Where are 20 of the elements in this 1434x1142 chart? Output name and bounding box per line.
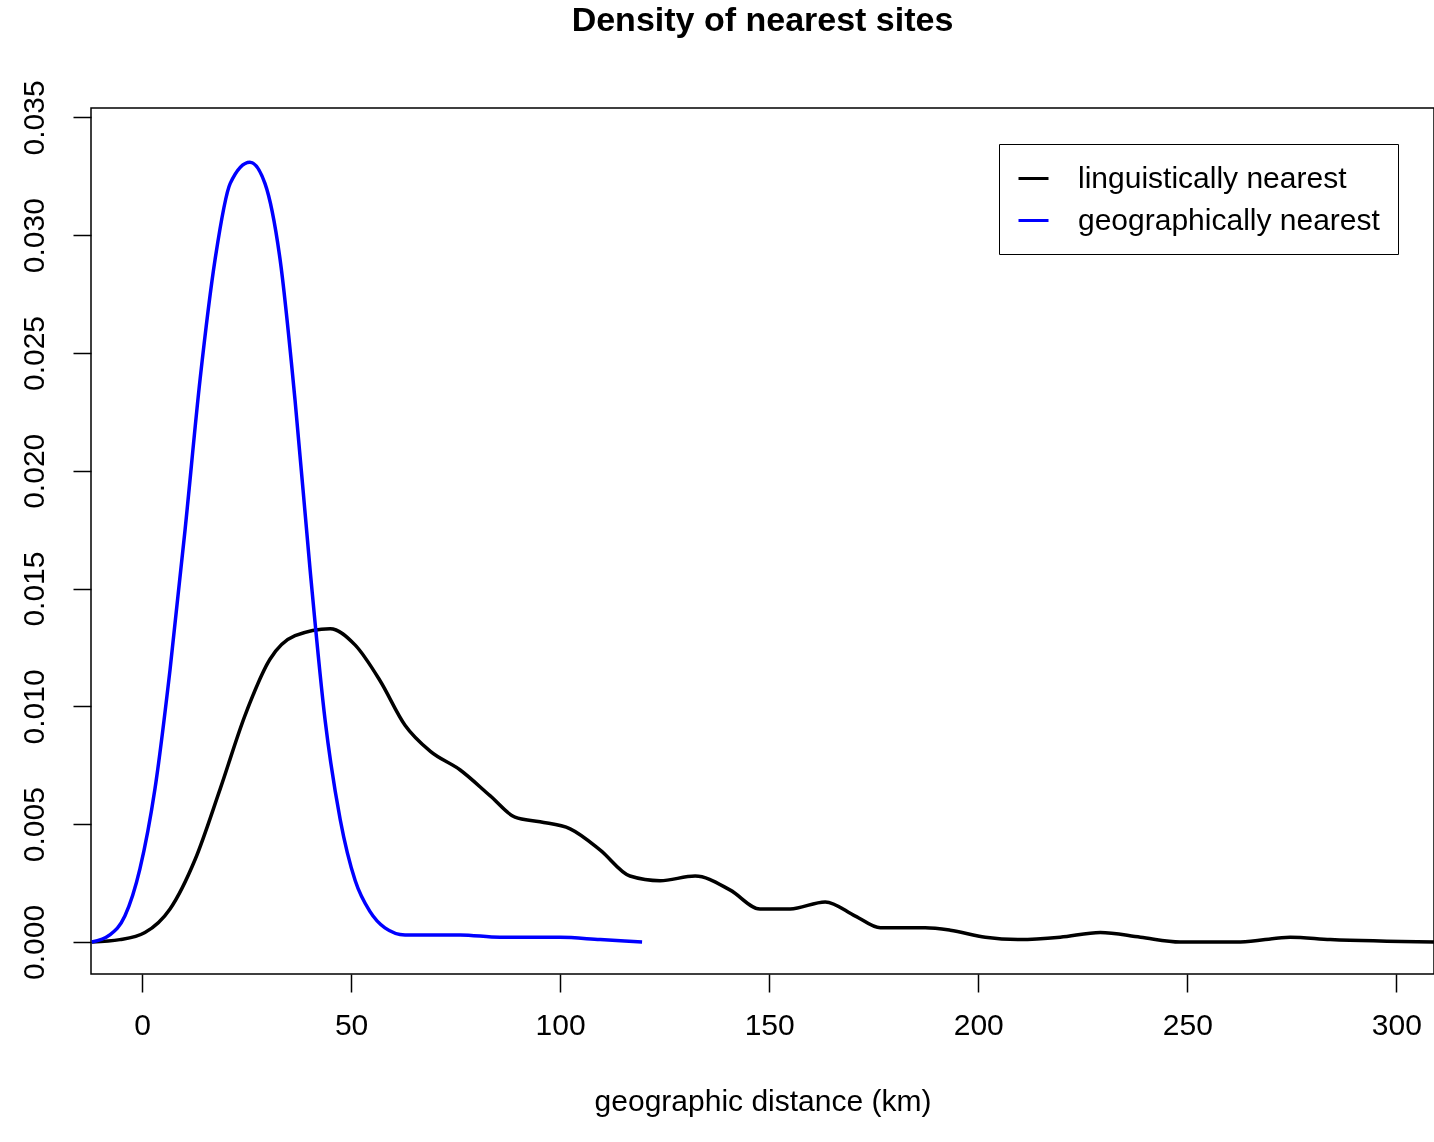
x-axis-title: geographic distance (km) [594,1083,932,1117]
y-tick-label: 0.020 [16,433,50,509]
legend-label: geographically nearest [1078,202,1381,236]
x-tick-label: 200 [953,1007,1004,1041]
x-tick-label: 250 [1162,1007,1213,1041]
y-tick-label: 0.035 [16,80,50,156]
x-tick-label: 0 [134,1007,151,1041]
y-tick-label: 0.015 [16,551,50,627]
x-tick-label: 150 [744,1007,795,1041]
chart-title: Density of nearest sites [571,0,954,38]
y-tick-label: 0.005 [16,787,50,863]
legend-label: linguistically nearest [1078,160,1348,194]
x-tick-label: 50 [334,1007,369,1041]
line-series [91,160,644,944]
x-tick-label: 300 [1371,1007,1422,1041]
y-tick-label: 0.000 [16,904,50,980]
y-tick-label: 0.030 [16,198,50,274]
x-tick-label: 100 [535,1007,586,1041]
y-tick-label: 0.025 [16,315,50,392]
y-tick-label: 0.010 [16,669,50,745]
